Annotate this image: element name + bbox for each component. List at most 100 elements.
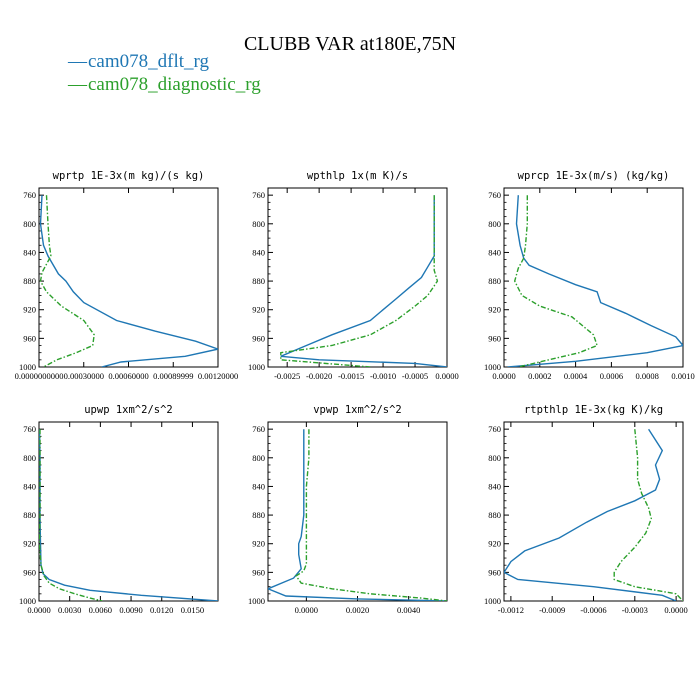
x-tick-label: -0.0006 — [580, 605, 606, 615]
y-tick-label: 880 — [252, 510, 265, 520]
x-tick-label: 0.0006 — [600, 371, 623, 381]
y-tick-label: 760 — [252, 190, 265, 200]
x-tick-label: 0.0000 — [435, 371, 458, 381]
y-tick-label: 840 — [252, 481, 265, 491]
series-line-diagnostic — [39, 429, 103, 601]
y-tick-label: 800 — [23, 219, 36, 229]
y-tick-label: 960 — [252, 567, 265, 577]
x-tick-label: 0.0004 — [564, 371, 588, 381]
y-tick-label: 920 — [252, 305, 265, 315]
y-tick-label: 960 — [488, 333, 501, 343]
series-line-dflt — [39, 429, 218, 601]
series-line-dflt — [507, 195, 683, 367]
y-tick-label: 800 — [252, 219, 265, 229]
plot-frame — [267, 421, 448, 602]
x-tick-label: 0.0040 — [397, 605, 420, 615]
x-tick-label: 0.0000 — [27, 605, 50, 615]
y-tick-label: 1000 — [19, 596, 36, 606]
y-tick-label: 800 — [488, 453, 501, 463]
y-tick-label: 760 — [23, 190, 36, 200]
y-tick-label: 960 — [23, 333, 36, 343]
plot-frame — [503, 421, 684, 602]
series-line-dflt — [504, 428, 677, 601]
panel-title: vpwp 1xm^2/s^2 — [313, 404, 402, 416]
x-tick-label: 0.0150 — [181, 605, 204, 615]
y-tick-label: 840 — [23, 247, 36, 257]
y-tick-label: 880 — [23, 276, 36, 286]
plot-frame — [38, 421, 219, 602]
x-tick-label: -0.0015 — [338, 371, 364, 381]
y-tick-label: 760 — [488, 190, 501, 200]
x-tick-label: 0.0120 — [150, 605, 173, 615]
y-tick-label: 1000 — [484, 596, 501, 606]
x-tick-label: 0.00060000 — [108, 371, 148, 381]
panel-title: wprtp 1E-3x(m kg)/(s kg) — [53, 170, 205, 182]
y-tick-label: 880 — [488, 510, 501, 520]
x-tick-label: -0.0025 — [274, 371, 300, 381]
legend-mark-dflt: — — [67, 51, 88, 72]
panel-title: wpthlp 1x(m K)/s — [307, 170, 408, 182]
y-tick-label: 880 — [252, 276, 265, 286]
series-line-diagnostic — [613, 429, 683, 601]
y-tick-label: 800 — [488, 219, 501, 229]
x-tick-label: -0.0005 — [402, 371, 428, 381]
x-tick-label: -0.0012 — [498, 605, 524, 615]
series-line-dflt — [268, 429, 447, 601]
panel-2: wpthlp 1x(m K)/s 760 800 840 880 920 960 1000 -0… — [248, 170, 459, 381]
panel-title: wprcp 1E-3x(m/s) (kg/kg) — [518, 170, 670, 182]
panel-5: vpwp 1xm^2/s^2 760 800 840 880 920 960 1000 0.00… — [248, 404, 448, 615]
panel-6: rtpthlp 1E-3x(kg K)/kg 760 800 840 880 920 960… — [484, 404, 688, 615]
y-tick-label: 920 — [488, 539, 501, 549]
y-tick-label: 760 — [252, 424, 265, 434]
y-tick-label: 960 — [488, 567, 501, 577]
figure-title: CLUBB VAR at180E,75N — [244, 33, 456, 55]
y-tick-label: 800 — [23, 453, 36, 463]
x-tick-label: -0.0009 — [539, 605, 565, 615]
x-tick-label: 0.00030000 — [64, 371, 104, 381]
y-tick-label: 880 — [488, 276, 501, 286]
x-tick-label: -0.0003 — [622, 605, 648, 615]
y-tick-label: 1000 — [19, 362, 36, 372]
y-tick-label: 760 — [488, 424, 501, 434]
x-tick-label: 0.0002 — [528, 371, 551, 381]
y-tick-label: 960 — [252, 333, 265, 343]
series-line-diagnostic — [39, 195, 95, 367]
x-tick-label: 0.0000000000 — [15, 371, 64, 381]
x-tick-label: -0.0020 — [306, 371, 332, 381]
y-tick-label: 1000 — [248, 362, 265, 372]
x-tick-label: -0.0010 — [370, 371, 396, 381]
x-tick-label: 0.0010 — [671, 371, 694, 381]
series-line-diagnostic — [280, 195, 439, 367]
y-tick-label: 1000 — [484, 362, 501, 372]
series-line-dflt — [280, 195, 447, 367]
y-tick-label: 920 — [23, 539, 36, 549]
x-tick-label: 0.0008 — [636, 371, 659, 381]
plot-frame — [267, 187, 448, 368]
x-tick-label: 0.0090 — [119, 605, 142, 615]
x-tick-label: 0.0000 — [492, 371, 515, 381]
panel-title: upwp 1xm^2/s^2 — [84, 404, 173, 416]
series-line-diagnostic — [295, 429, 447, 601]
y-tick-label: 840 — [23, 481, 36, 491]
series-line-dflt — [39, 195, 218, 367]
legend: — cam078_dflt_rg — cam078_diagnostic_rg — [67, 51, 261, 95]
panel-4: upwp 1xm^2/s^276080084088092096010000.00… — [19, 404, 219, 615]
x-tick-label: 0.0020 — [346, 605, 369, 615]
y-tick-label: 880 — [23, 510, 36, 520]
series-line-diagnostic — [513, 195, 598, 367]
x-tick-label: 0.0060 — [89, 605, 112, 615]
panel-1: wprtp 1E-3x(m kg)/(s kg) 760 800 840 880 920 9… — [15, 170, 239, 381]
y-tick-label: 920 — [252, 539, 265, 549]
x-tick-label: 0.0000 — [664, 605, 687, 615]
legend-label-diagnostic: cam078_diagnostic_rg — [88, 74, 261, 95]
x-tick-label: 0.0030 — [58, 605, 81, 615]
y-tick-label: 840 — [488, 247, 501, 257]
panels: wprtp 1E-3x(m kg)/(s kg) 760 800 840 880 920 9… — [15, 170, 695, 615]
x-tick-label: 0.00089999 — [153, 371, 193, 381]
y-tick-label: 760 — [23, 424, 36, 434]
y-tick-label: 960 — [23, 567, 36, 577]
y-tick-label: 840 — [488, 481, 501, 491]
panel-3: wprcp 1E-3x(m/s) (kg/kg) 760 800 840 880 920 9… — [484, 170, 695, 381]
plot-frame — [503, 187, 684, 368]
